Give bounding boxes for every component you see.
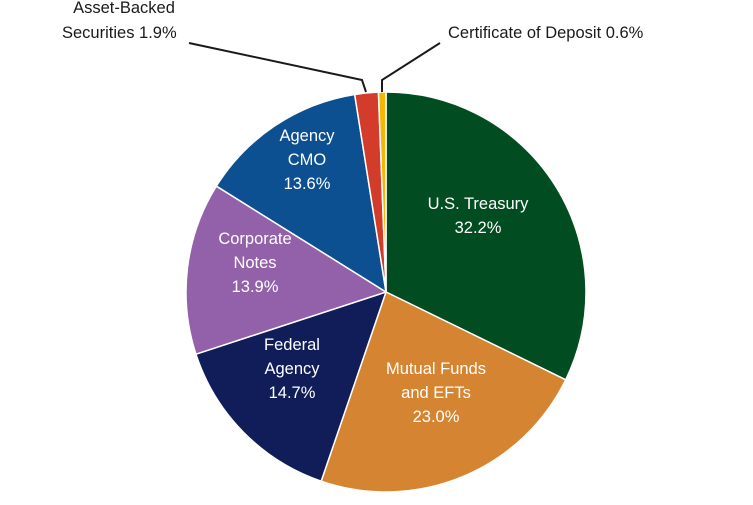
slice-label-line: Mutual Funds [386,360,486,378]
pie-slice-corporate-notes [185,185,387,355]
slice-label-line: U.S. Treasury [428,195,530,213]
slices-layer [185,91,587,493]
slice-label-certificate-of-deposit: Certificate of Deposit 0.6% [448,24,644,42]
slice-label-line: Federal [264,336,320,354]
slice-label-line: Asset-Backed [73,0,175,17]
slice-label-line: Notes [233,254,276,272]
slice-label-line: 13.9% [232,278,279,296]
pie-slice-certificate-of-deposit [377,91,387,293]
slice-label-line: CMO [288,151,327,169]
leader-line-asset-backed-securities [188,42,367,93]
leader-lines-layer [188,42,441,93]
slice-label-line: Certificate of Deposit 0.6% [448,24,644,42]
slice-label-line: 14.7% [269,384,316,402]
slice-label-line: Securities 1.9% [62,24,177,42]
slice-label-line: Agency [279,127,335,145]
slice-label-asset-backed-securities: Asset-Backed Securities 1.9% [62,0,177,42]
pie-slice-mutual-funds-and-efts [320,291,567,493]
slice-label-line: Agency [264,360,320,378]
pie-slice-agency-cmo [215,93,387,293]
slice-label-agency-cmo: Agency CMO 13.6% [279,127,335,193]
slice-label-federal-agency: Federal Agency 14.7% [264,336,320,402]
slice-label-line: 13.6% [284,175,331,193]
slice-label-line: and EFTs [401,384,471,402]
slice-label-line: 32.2% [455,219,502,237]
slice-label-corporate-notes: Corporate Notes 13.9% [218,230,291,296]
slice-label-line: Corporate [218,230,291,248]
pie-slice-u-s-treasury [385,91,587,381]
slice-label-u-s-treasury: U.S. Treasury 32.2% [428,195,530,237]
leader-line-certificate-of-deposit [381,42,441,92]
slice-label-line: 23.0% [413,408,460,426]
labels-layer: U.S. Treasury 32.2% Mutual Funds and EFTs 23… [62,0,644,426]
slice-label-mutual-funds-and-efts: Mutual Funds and EFTs 23.0% [386,360,486,426]
